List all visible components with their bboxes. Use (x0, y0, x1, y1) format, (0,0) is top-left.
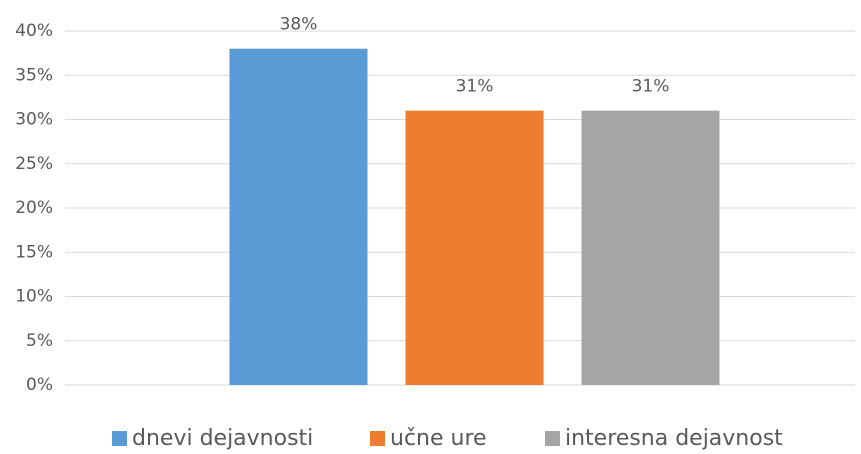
y-tick-label: 20% (15, 198, 53, 218)
y-tick-label: 10% (15, 287, 53, 307)
y-tick-label: 40% (15, 21, 53, 41)
y-tick-label: 25% (15, 154, 53, 174)
y-tick-label: 5% (26, 331, 53, 351)
y-tick-label: 15% (15, 242, 53, 262)
data-label: 38% (280, 15, 318, 35)
legend-label: učne ure (390, 426, 487, 451)
y-tick-label: 30% (15, 110, 53, 130)
data-label: 31% (632, 77, 670, 97)
bar (405, 110, 544, 386)
legend-swatch (545, 431, 560, 446)
y-tick-label: 0% (26, 375, 53, 395)
y-tick-label: 35% (15, 65, 53, 85)
legend-swatch (370, 431, 385, 446)
bar (229, 48, 368, 385)
data-label: 31% (456, 77, 494, 97)
legend-label: interesna dejavnost (565, 426, 783, 451)
bar (581, 110, 720, 386)
legend-label: dnevi dejavnosti (132, 426, 313, 451)
legend-swatch (112, 431, 127, 446)
